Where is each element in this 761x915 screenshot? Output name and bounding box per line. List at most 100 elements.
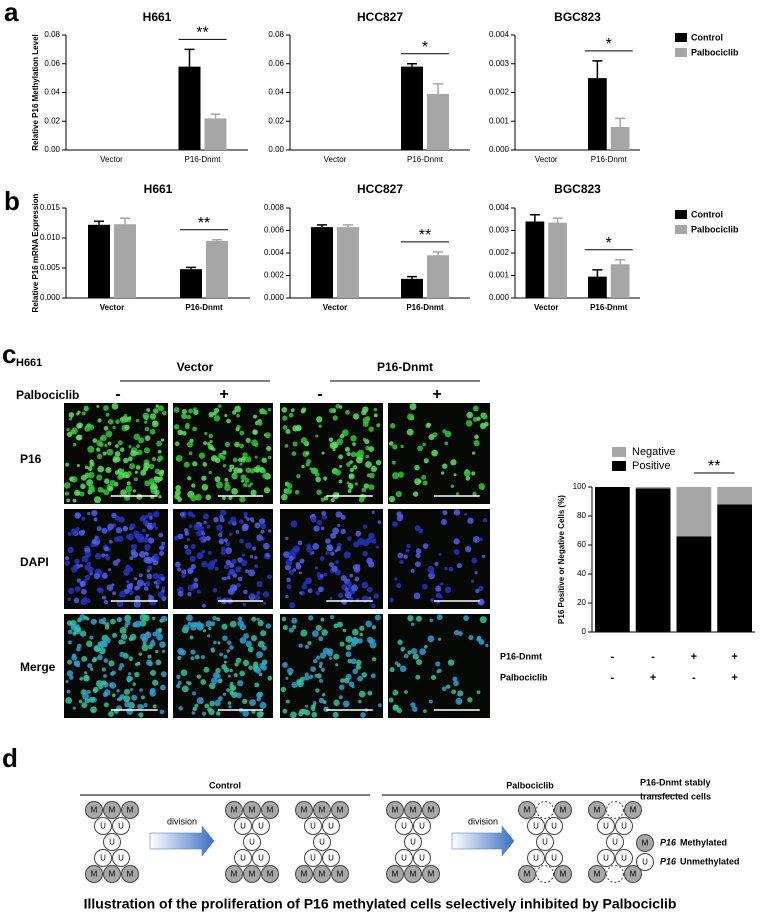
x-tick-label: P16-Dnmt (184, 155, 221, 164)
y-tick-label: 0.003 (489, 226, 510, 235)
cell-signal (253, 466, 260, 473)
cell-signal (103, 425, 109, 431)
cell-signal (354, 482, 359, 486)
cell-signal (232, 472, 236, 477)
cell-signal (340, 678, 345, 683)
cell-signal (282, 425, 288, 430)
cell-signal (124, 701, 131, 708)
cell-signal (91, 509, 98, 517)
error-bar (615, 117, 626, 127)
cell-signal (307, 588, 313, 594)
cell-signal (407, 413, 414, 421)
chart-title: HCC827 (357, 10, 403, 24)
row-label: DAPI (20, 555, 49, 569)
treatment-label: Palbociclib (16, 388, 79, 402)
y-tick-label: 0.003 (489, 59, 510, 68)
cell-signal (395, 491, 402, 498)
cell-signal (91, 539, 97, 545)
cell-signal (159, 550, 165, 556)
cell-signal (310, 704, 316, 710)
cell-signal (195, 493, 202, 501)
cell-signal (155, 659, 162, 666)
cell (404, 865, 422, 883)
cell-letter: M (301, 806, 308, 815)
cell-signal (299, 676, 306, 682)
error-bar (615, 259, 626, 265)
cell-signal (94, 496, 102, 504)
cell-signal (300, 437, 308, 444)
cell-signal (288, 555, 294, 561)
cell-signal (452, 676, 458, 682)
cell (518, 865, 536, 883)
cell-letter: U (258, 822, 264, 831)
cell-signal (67, 659, 73, 665)
cell-letter: M (337, 806, 344, 815)
cell-signal (267, 529, 272, 533)
cell-signal (73, 597, 80, 604)
cell-signal (321, 514, 328, 520)
cell-signal (233, 673, 238, 678)
cell-signal (238, 519, 244, 524)
cell-signal (208, 470, 212, 475)
cell-signal (221, 623, 228, 630)
cell-signal (427, 635, 435, 643)
cell-signal (69, 476, 74, 482)
cell-signal (323, 572, 328, 577)
cell-signal (313, 525, 320, 532)
cell-letter: M (410, 806, 417, 815)
cell-signal (399, 559, 404, 565)
cell-signal (368, 484, 375, 491)
cell (295, 865, 313, 883)
cell (395, 849, 413, 867)
cell-signal (153, 420, 157, 425)
error-bar (317, 224, 327, 228)
cell-signal (152, 704, 157, 709)
cell-signal (187, 584, 195, 592)
cell-signal (134, 470, 138, 474)
cell-signal (96, 453, 103, 460)
cell-signal (290, 520, 298, 528)
cell-signal (239, 670, 245, 677)
cell-signal (436, 614, 443, 621)
cell-signal (249, 554, 254, 559)
cell-signal (478, 483, 486, 490)
cell-signal (203, 666, 210, 673)
cell-signal (236, 692, 242, 699)
cell-signal (253, 414, 258, 419)
cell-signal (108, 568, 112, 572)
cell-signal (181, 569, 187, 575)
cell-signal (129, 463, 136, 470)
cell-signal (66, 498, 71, 503)
cell-signal (418, 528, 424, 534)
cell-signal (423, 644, 428, 649)
error-bar (433, 83, 443, 94)
cell-signal (444, 430, 452, 438)
cell-signal (295, 563, 302, 570)
cell-signal (69, 675, 74, 680)
cell-signal (155, 584, 160, 589)
cell-signal (471, 471, 476, 476)
cell-signal (144, 631, 152, 639)
cell-signal (365, 454, 370, 459)
cell-signal (414, 478, 421, 486)
cell-signal (478, 585, 484, 591)
cell-signal (265, 445, 272, 452)
cell (536, 865, 554, 883)
cell-signal (251, 616, 257, 622)
cell-signal (226, 576, 231, 580)
cell-signal (377, 520, 382, 524)
y-tick-label: 0.001 (489, 271, 510, 280)
cell-signal (193, 577, 198, 583)
bar-segment (595, 487, 630, 632)
cell-signal (263, 487, 271, 494)
cell-signal (93, 517, 98, 522)
cell-letter: M (301, 870, 308, 879)
cell-signal (339, 464, 343, 468)
cell-signal (471, 451, 476, 455)
cell-signal (186, 614, 193, 622)
cell-signal (177, 429, 184, 436)
cell-signal (444, 586, 452, 594)
cell-signal (104, 443, 108, 448)
cell-letter: M (231, 870, 238, 879)
cell-signal (312, 542, 320, 550)
